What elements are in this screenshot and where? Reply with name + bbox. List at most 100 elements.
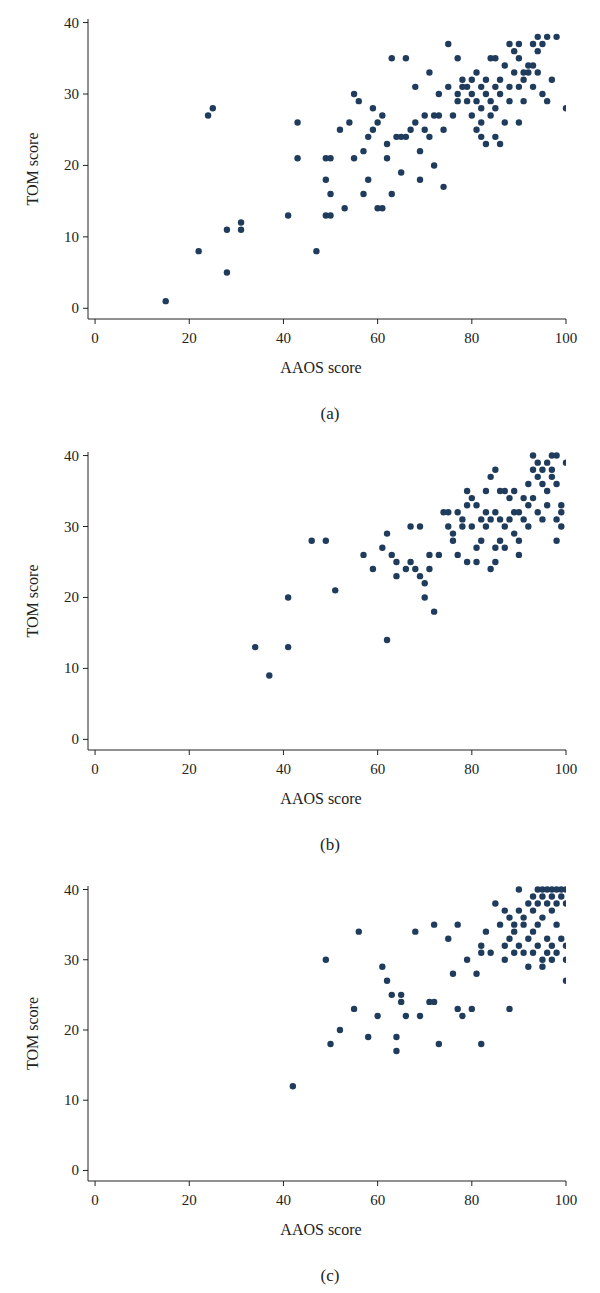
point [492,84,498,90]
point [478,950,484,956]
point [469,523,475,529]
x-axis-title: AAOS score [280,359,361,376]
y-axis-title: TOM score [24,132,41,205]
point [412,566,418,572]
x-tick [566,750,567,755]
x-tick [283,1181,284,1186]
point [370,127,376,133]
point [516,943,522,949]
point [558,509,564,515]
point [483,77,489,83]
x-tick [95,750,96,755]
point [370,566,376,572]
point [520,950,526,956]
point [563,943,566,949]
y-tick-label: 40 [64,882,79,898]
point [483,928,489,934]
point [445,41,451,47]
point [210,105,216,111]
point [544,950,550,956]
point [469,495,475,501]
point [549,77,555,83]
point [351,91,357,97]
point [412,928,418,934]
point [502,907,508,913]
point [535,900,541,906]
point [539,893,545,899]
point [407,523,413,529]
point [539,91,545,97]
point [327,155,333,161]
y-tick-label: 0 [72,731,80,747]
point [483,523,489,529]
point [393,559,399,565]
y-axis [88,19,89,319]
point [492,545,498,551]
x-axis [88,750,566,751]
panel-label: (c) [321,1266,340,1285]
point [389,992,395,998]
point [535,69,541,75]
point [195,248,201,254]
point [473,971,479,977]
point [525,69,531,75]
point [492,134,498,140]
y-tick [83,739,88,740]
point [487,516,493,522]
x-tick-label: 40 [276,330,291,346]
point [525,523,531,529]
point [337,127,343,133]
point [422,580,428,586]
x-tick-label: 80 [464,330,479,346]
point [563,978,566,984]
x-tick [283,750,284,755]
point [506,1006,512,1012]
point [469,77,475,83]
point [473,502,479,508]
point [426,69,432,75]
point [483,509,489,515]
point [398,999,404,1005]
point [285,644,291,650]
y-tick [83,959,88,960]
x-axis [88,319,566,320]
point [544,900,550,906]
point [553,921,559,927]
points [290,886,566,1089]
x-tick-label: 40 [276,1192,291,1208]
y-tick-label: 0 [72,1162,80,1178]
point [469,112,475,118]
point [473,559,479,565]
point [553,537,559,543]
point [356,98,362,104]
y-tick-label: 0 [72,300,80,316]
point [393,1034,399,1040]
point [535,943,541,949]
point [516,41,522,47]
point [454,91,460,97]
point [506,914,512,920]
point [487,98,493,104]
point [308,537,314,543]
point [502,523,508,529]
point [544,98,550,104]
point [553,481,559,487]
point [389,552,395,558]
y-tick [83,455,88,456]
point [346,119,352,125]
x-tick-label: 20 [182,330,197,346]
y-tick-label: 10 [64,660,79,676]
point [558,502,564,508]
point [440,127,446,133]
point [506,516,512,522]
point [563,886,566,892]
panel: 020406080100010203040AAOS scoreTOM score… [24,882,577,1285]
point [520,77,526,83]
point [478,105,484,111]
point [563,459,566,465]
point [238,227,244,233]
point [525,964,531,970]
point [379,112,385,118]
point [426,552,432,558]
x-tick-label: 100 [555,761,578,777]
